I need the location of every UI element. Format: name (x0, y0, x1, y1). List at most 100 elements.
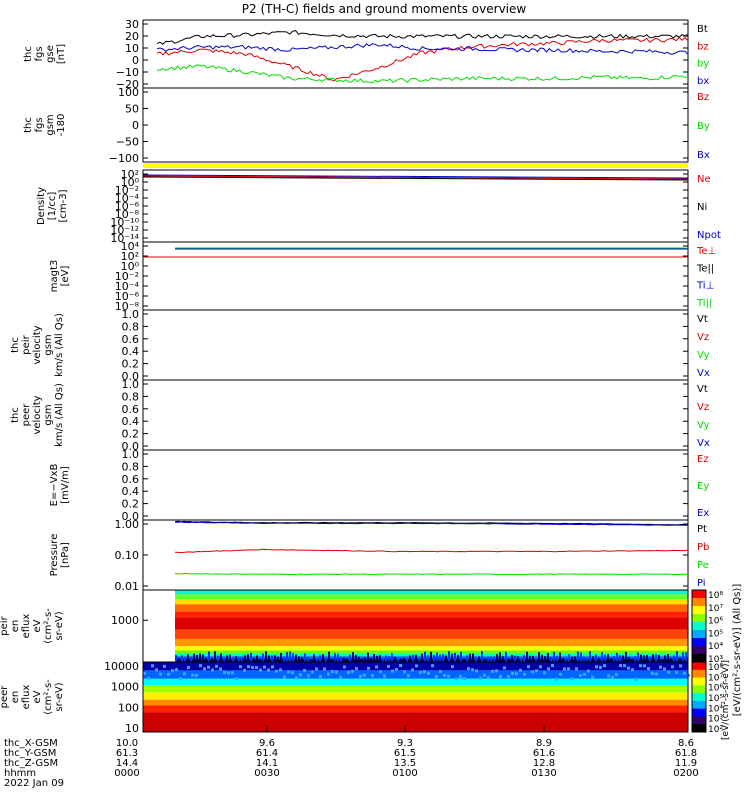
spectrogram-noise (551, 664, 554, 668)
panel-ylabel-line: eflux (21, 685, 32, 710)
xaxis-value: 61.3 (116, 748, 138, 759)
spectrogram-noise (478, 656, 480, 662)
ytick-label: 0.8 (122, 320, 140, 333)
spectrogram-noise (466, 655, 468, 662)
ytick-label: 0.4 (122, 485, 140, 498)
spectrogram-noise (495, 669, 498, 673)
spectrogram-band (175, 599, 688, 605)
legend-vy: Vy (697, 420, 710, 431)
spectrogram-noise (562, 658, 564, 662)
colorbar-tick: 10⁸ (708, 663, 723, 673)
spectrogram-noise (184, 658, 186, 662)
spectrogram-noise (219, 667, 222, 671)
colorbar-segment (692, 669, 706, 679)
spectrogram-noise (520, 658, 522, 662)
spectrogram-noise (301, 657, 303, 662)
panel-ylabel-line: velocity (32, 325, 43, 364)
spectrogram-band (143, 692, 688, 700)
spectrogram-noise (583, 656, 585, 662)
colorbar-tick: 10³ (708, 655, 723, 665)
spectrogram-noise (658, 655, 660, 662)
spectrogram-noise (663, 667, 666, 671)
spectrogram-noise (571, 677, 574, 681)
spectrogram-noise (547, 653, 549, 662)
panel-ylabel-line: peer (21, 403, 32, 427)
spectrogram-noise (159, 672, 162, 676)
panel-ylabel-line: E=−VxB (49, 464, 60, 507)
spectrogram-noise (255, 666, 258, 670)
colorbar-segment (692, 646, 706, 655)
spectrogram-noise (409, 655, 411, 662)
ytick-label: 10⁻⁸ (115, 208, 140, 221)
ytick-label: 0.6 (122, 473, 140, 486)
spectrogram-noise (544, 656, 546, 662)
spectrogram-noise (304, 653, 306, 662)
spectrogram-noise (406, 658, 408, 662)
ytick-label: −100 (109, 152, 139, 165)
ytick-label: 10⁻¹⁴ (110, 232, 139, 245)
spectrogram-band (143, 705, 688, 713)
xaxis-value: 61.8 (675, 748, 697, 759)
panel-ylabel-line: (cm²-s- (43, 608, 54, 644)
spectrogram-noise (649, 657, 651, 662)
ytick-label: 0.6 (122, 403, 140, 416)
spectrogram-noise (271, 655, 273, 662)
xaxis-value: 0030 (254, 768, 279, 779)
spectrogram-noise (346, 658, 348, 662)
spectrogram-noise (347, 670, 350, 674)
spectrogram-noise (223, 670, 226, 674)
spectrogram-noise (367, 666, 370, 670)
spectrogram-noise (271, 665, 274, 669)
colorbar-frame (691, 661, 707, 733)
ytick-label: 1000 (111, 681, 139, 694)
spectrogram-noise (469, 653, 471, 662)
spectrogram-noise (499, 675, 502, 679)
spectrogram-noise (151, 664, 154, 668)
ytick-label: 10² (121, 250, 139, 263)
panel-ylabel-line: [nT] (56, 44, 67, 64)
series-ni (142, 176, 689, 181)
colorbar-tick: 10⁷ (708, 604, 723, 614)
spectrogram-noise (433, 655, 435, 662)
spectrogram-noise (238, 658, 240, 662)
spectrogram-noise (239, 665, 242, 669)
spectrogram-noise (543, 671, 546, 675)
spectrogram-noise (538, 652, 540, 662)
ytick-label: 0.2 (122, 428, 140, 441)
spectrogram-noise (541, 654, 543, 662)
spectrogram-noise (241, 657, 243, 662)
spectrogram-band (175, 646, 688, 651)
ytick-label: 1.0 (122, 448, 140, 461)
spectrogram-noise (423, 670, 426, 674)
spectrogram-noise (523, 672, 526, 676)
legend-by: by (697, 59, 709, 70)
spectrogram-noise (455, 677, 458, 681)
panel-ylabel-line: en (10, 691, 21, 704)
spectrogram-noise (265, 651, 267, 662)
xaxis-value: 9.6 (259, 738, 275, 749)
spectrogram-noise (463, 658, 465, 662)
spectrogram-noise (661, 658, 663, 662)
spectrogram-noise (394, 656, 396, 662)
legend-bt: Bt (697, 24, 708, 35)
spectrogram-noise (319, 674, 322, 678)
panel-ylabel-line: km/s (All Qs) (54, 313, 65, 377)
quality-flag-bar (143, 163, 688, 168)
panel-ylabel-line: peir (21, 334, 32, 354)
spectrogram-noise (191, 673, 194, 677)
spectrogram-noise (279, 668, 282, 672)
spectrogram-noise (627, 666, 630, 670)
panel-ylabel-line: gsm (43, 404, 54, 425)
panel-frame (142, 87, 689, 163)
spectrogram-noise (202, 654, 204, 662)
spectrogram-noise (475, 657, 477, 662)
spectrogram-noise (643, 664, 646, 668)
panel-ylabel-line: -180 (56, 114, 67, 137)
spectrogram-noise (571, 656, 573, 662)
spectrogram-noise (556, 655, 558, 662)
spectrogram-noise (193, 653, 195, 662)
spectrogram-noise (235, 677, 238, 681)
ytick-label: 10⁻¹² (110, 224, 139, 237)
